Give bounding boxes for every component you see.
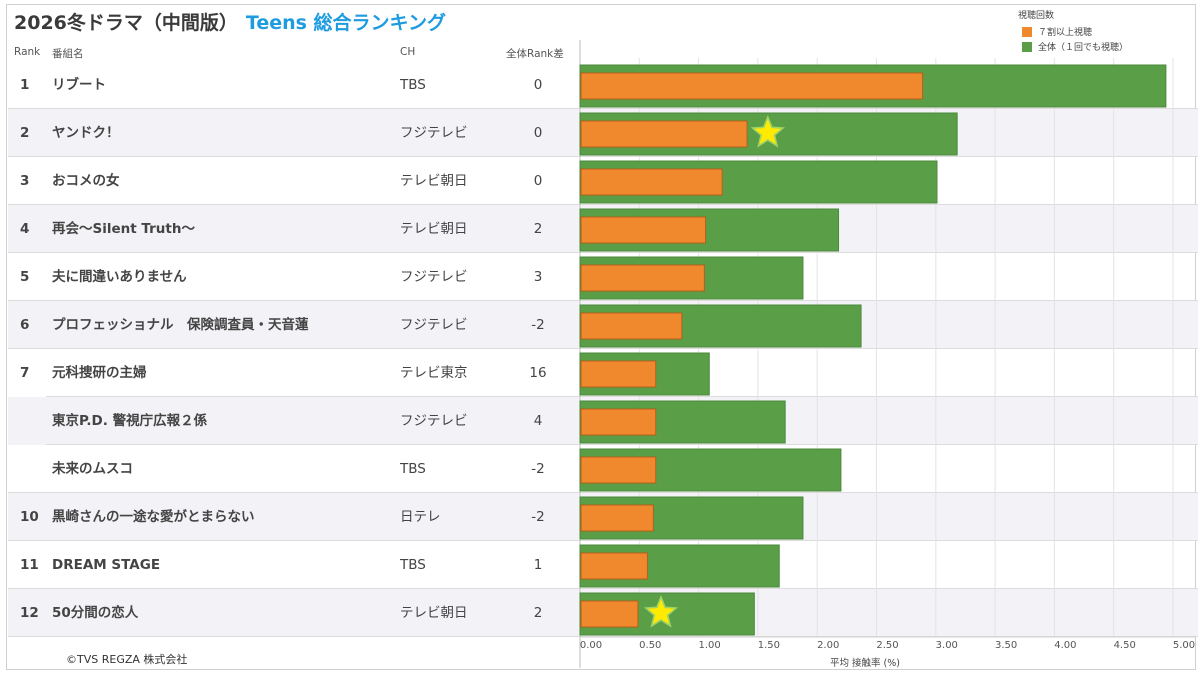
rank-cell: 1	[20, 77, 30, 93]
legend-label: 全体（１回でも視聴）	[1038, 43, 1129, 53]
page-title: 2026冬ドラマ（中間版） Teens 総合ランキング	[14, 8, 446, 35]
rank-cell	[20, 445, 44, 493]
name-cell: 再会～Silent Truth～	[52, 221, 195, 237]
table-row: 東京P.D. 警視庁広報２係 フジテレビ 4	[8, 397, 1198, 445]
title-accent: Teens 総合ランキング	[245, 12, 446, 34]
table-row: 未来のムスコ TBS -2	[8, 445, 1198, 493]
row-divider	[8, 204, 1198, 205]
legend-swatch-orange	[1022, 26, 1032, 37]
rank-cell: 7	[20, 365, 30, 381]
header-ch: CH	[400, 46, 416, 58]
name-cell: 夫に間違いありません	[52, 269, 187, 285]
x-axis-label: 平均 接触率 (%)	[830, 658, 900, 669]
row-divider	[8, 108, 1198, 109]
row-divider	[8, 300, 1198, 301]
rank-cell: 5	[20, 269, 30, 285]
ch-cell: 日テレ	[400, 509, 441, 525]
table-row: 10 黒崎さんの一途な愛がとまらない 日テレ -2	[8, 493, 1198, 541]
name-cell: DREAM STAGE	[52, 557, 161, 573]
table-row: 5 夫に間違いありません フジテレビ 3	[8, 253, 1198, 301]
ch-cell: テレビ東京	[400, 365, 468, 381]
table-row: 2 ヤンドク！ フジテレビ 0	[8, 109, 1198, 157]
diff-cell: 3	[533, 269, 543, 285]
diff-cell: 16	[529, 365, 547, 381]
header-rank: Rank	[14, 46, 41, 58]
rank-cell: 10	[20, 509, 39, 525]
row-divider	[46, 396, 1198, 397]
name-cell: 未来のムスコ	[52, 461, 133, 477]
row-divider	[46, 444, 1198, 445]
name-cell: ヤンドク！	[52, 125, 120, 141]
ch-cell: TBS	[400, 77, 426, 93]
header-diff: 全体Rank差	[506, 48, 564, 60]
rank-cell	[20, 397, 44, 445]
ch-cell: テレビ朝日	[400, 605, 468, 621]
table-row: 1 リブート TBS 0	[8, 61, 1198, 109]
ch-cell: フジテレビ	[400, 125, 468, 141]
name-cell: 元科捜研の主婦	[52, 365, 147, 381]
ch-cell: フジテレビ	[400, 413, 468, 429]
copyright: ©TVS REGZA 株式会社	[66, 653, 188, 666]
rank-cell: 12	[20, 605, 39, 621]
legend-item: ７割以上視聴	[1022, 24, 1128, 39]
name-cell: おコメの女	[52, 173, 120, 189]
header-name: 番組名	[52, 48, 84, 60]
rank-cell: 2	[20, 125, 30, 141]
table-row: 7 元科捜研の主婦 テレビ東京 16	[8, 349, 1198, 397]
diff-cell: 2	[533, 605, 543, 621]
row-divider	[8, 492, 1198, 493]
diff-cell: 4	[533, 413, 543, 429]
ch-cell: テレビ朝日	[400, 221, 468, 237]
rank-cell: 4	[20, 221, 30, 237]
rank-cell: 6	[20, 317, 30, 333]
diff-cell: 0	[533, 77, 543, 93]
name-cell: 東京P.D. 警視庁広報２係	[52, 413, 208, 429]
name-cell: 50分間の恋人	[52, 605, 139, 621]
name-cell: プロフェッショナル 保険調査員・天音蓮	[52, 317, 309, 333]
diff-cell: -2	[531, 317, 545, 333]
diff-cell: 2	[533, 221, 543, 237]
ch-cell: フジテレビ	[400, 269, 468, 285]
diff-cell: 0	[533, 173, 543, 189]
name-cell: 黒崎さんの一途な愛がとまらない	[52, 509, 255, 525]
legend-title: 視聴回数	[1018, 11, 1055, 21]
legend: 視聴回数 ７割以上視聴 全体（１回でも視聴）	[1018, 8, 1128, 54]
name-cell: リブート	[52, 77, 106, 93]
ch-cell: フジテレビ	[400, 317, 468, 333]
ch-cell: テレビ朝日	[400, 173, 468, 189]
rank-cell: 3	[20, 173, 30, 189]
table-row: 6 プロフェッショナル 保険調査員・天音蓮 フジテレビ -2	[8, 301, 1198, 349]
diff-cell: 1	[533, 557, 543, 573]
row-divider	[8, 588, 1198, 589]
legend-item: 全体（１回でも視聴）	[1022, 39, 1128, 54]
row-divider	[8, 252, 1198, 253]
table-row: 11 DREAM STAGE TBS 1	[8, 541, 1198, 589]
table-row: 4 再会～Silent Truth～ テレビ朝日 2	[8, 205, 1198, 253]
legend-label: ７割以上視聴	[1038, 28, 1093, 38]
table-row: 3 おコメの女 テレビ朝日 0	[8, 157, 1198, 205]
diff-cell: 0	[533, 125, 543, 141]
diff-cell: -2	[531, 461, 545, 477]
row-divider	[8, 636, 1198, 637]
ch-cell: TBS	[400, 461, 426, 477]
table-row: 12 50分間の恋人 テレビ朝日 2	[8, 589, 1198, 637]
title-main: 2026冬ドラマ（中間版）	[14, 12, 238, 34]
row-divider	[8, 156, 1198, 157]
row-divider	[8, 348, 1198, 349]
legend-swatch-green	[1022, 41, 1032, 52]
diff-cell: -2	[531, 509, 545, 525]
row-divider	[8, 540, 1198, 541]
rank-cell: 11	[20, 557, 39, 573]
ch-cell: TBS	[400, 557, 426, 573]
